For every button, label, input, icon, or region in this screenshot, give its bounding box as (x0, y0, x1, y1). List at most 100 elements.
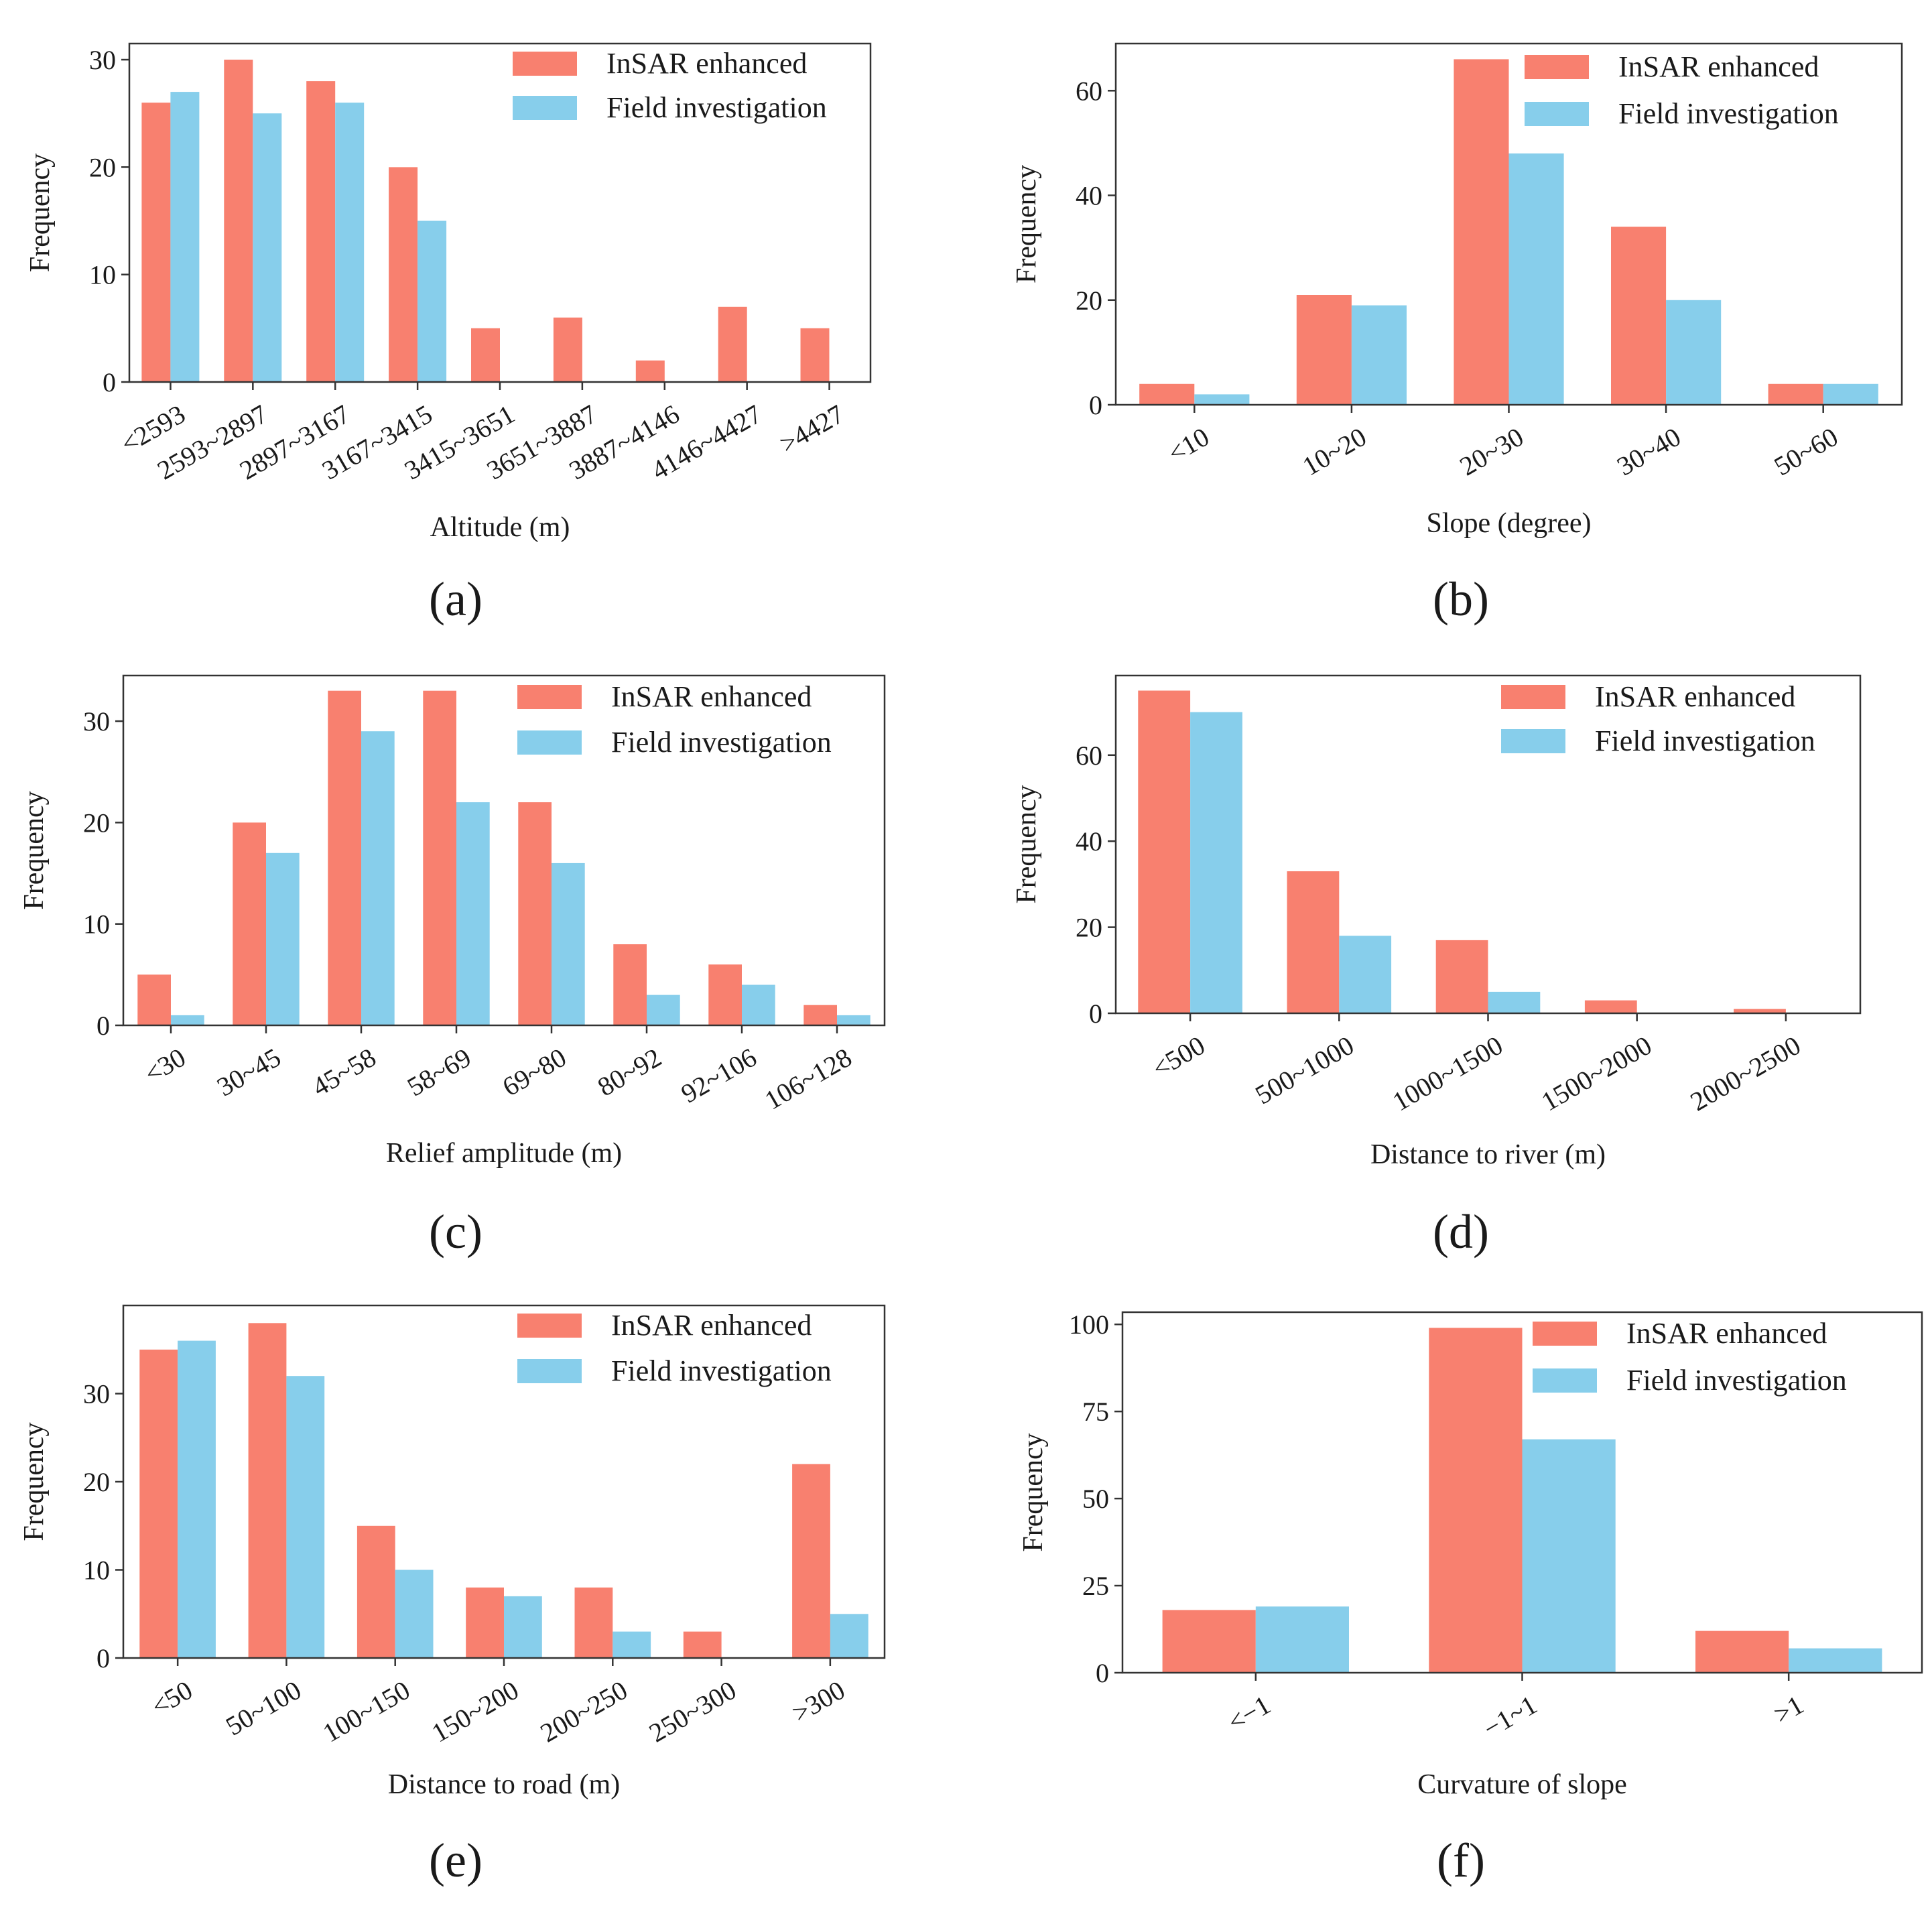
bar-field-0 (171, 1015, 204, 1025)
bar-insar-4 (518, 802, 552, 1025)
y-tick-label: 100 (1069, 1310, 1109, 1340)
y-tick-label: 0 (103, 367, 116, 397)
y-axis-title: Frequency (1011, 785, 1042, 903)
chart-c: 0 10 20 30 <30 30~45 45~58 58~69 69~80 80~92 92~10… (19, 674, 886, 1259)
x-tick-label: 150~200 (426, 1675, 523, 1748)
bar-field-0 (170, 92, 200, 382)
bar-insar-4 (574, 1587, 613, 1658)
x-tick-label: <−1 (1222, 1689, 1275, 1738)
legend-swatch-field (1533, 1368, 1597, 1393)
bar-field-5 (647, 995, 680, 1025)
bar-insar-1 (1287, 871, 1340, 1013)
x-tick-label: 50~100 (220, 1675, 306, 1742)
bar-field-6 (742, 984, 775, 1025)
y-tick-label: 20 (89, 152, 116, 182)
legend-label-insar: InSAR enhanced (1618, 50, 1819, 83)
panel-label: (c) (429, 1205, 482, 1259)
y-tick-label: 0 (1089, 390, 1102, 420)
x-tick-label: 250~300 (644, 1675, 741, 1748)
chart-f: 0 25 50 75 100 <−1 −1~1 >1 Curvature of slope Fre… (1018, 1310, 1923, 1887)
bar-insar-1 (248, 1323, 287, 1658)
x-tick-label: <50 (146, 1675, 198, 1722)
x-tick-label: 50~60 (1769, 422, 1844, 482)
y-tick-label: 30 (89, 45, 116, 75)
bar-field-2 (395, 1570, 434, 1658)
legend-label-field: Field investigation (1618, 97, 1839, 130)
y-tick-label: 20 (83, 808, 110, 838)
bar-insar-3 (466, 1587, 504, 1658)
x-tick-label: >1 (1768, 1689, 1808, 1730)
bar-field-1 (286, 1376, 325, 1658)
bar-insar-2 (1695, 1631, 1789, 1673)
legend-swatch-field (517, 730, 582, 755)
bar-insar-4 (1734, 1009, 1786, 1013)
y-tick-label: 10 (83, 1555, 110, 1586)
x-tick-label: 30~45 (212, 1042, 286, 1102)
legend-label-insar: InSAR enhanced (1595, 680, 1795, 713)
bar-field-3 (456, 802, 490, 1025)
x-tick-label: 1000~1500 (1387, 1030, 1508, 1117)
bar-field-1 (1339, 936, 1392, 1013)
legend-label-insar: InSAR enhanced (611, 1309, 812, 1342)
bar-field-4 (552, 863, 585, 1025)
legend-swatch-insar (517, 685, 582, 709)
panel-label: (f) (1437, 1834, 1485, 1887)
chart-e: 0 10 20 30 <50 50~100 100~150 150~200 200~250 250… (19, 1304, 886, 1887)
bar-insar-1 (224, 60, 253, 382)
bar-insar-5 (613, 944, 647, 1025)
legend-swatch-field (517, 1359, 582, 1383)
y-tick-label: 40 (1076, 826, 1102, 856)
x-axis-title: Distance to road (m) (388, 1769, 620, 1800)
legend-label-field: Field investigation (611, 1354, 832, 1387)
y-axis-title: Frequency (25, 153, 56, 272)
y-tick-label: 20 (1076, 285, 1102, 316)
y-tick-label: 0 (96, 1011, 110, 1041)
bar-field-3 (1666, 300, 1722, 405)
bar-insar-1 (1296, 295, 1352, 405)
bar-insar-2 (306, 81, 336, 382)
y-tick-label: 0 (1089, 999, 1102, 1029)
x-axis-title: Curvature of slope (1417, 1769, 1627, 1800)
x-tick-label: 69~80 (497, 1042, 572, 1102)
y-tick-label: 10 (83, 909, 110, 940)
bar-insar-2 (357, 1525, 395, 1659)
legend-label-field: Field investigation (1595, 724, 1815, 757)
bar-insar-1 (233, 822, 266, 1025)
legend-label-field: Field investigation (1626, 1364, 1847, 1397)
bar-field-6 (830, 1614, 868, 1659)
legend-swatch-insar (517, 1314, 582, 1338)
legend-swatch-field (1525, 102, 1589, 126)
legend-label-insar: InSAR enhanced (606, 47, 807, 80)
bar-field-0 (1255, 1606, 1349, 1673)
legend-swatch-insar (1525, 55, 1589, 79)
panel-label: (a) (429, 572, 482, 626)
legend-label-insar: InSAR enhanced (1626, 1317, 1827, 1350)
bar-insar-1 (1429, 1328, 1523, 1673)
bar-insar-6 (635, 360, 665, 382)
x-tick-label: 45~58 (307, 1042, 381, 1102)
bar-field-1 (1522, 1439, 1616, 1673)
bar-field-2 (1789, 1648, 1882, 1673)
bar-insar-7 (718, 306, 747, 382)
legend-swatch-insar (1533, 1322, 1597, 1346)
x-tick-label: 500~1000 (1250, 1030, 1358, 1110)
bar-field-3 (504, 1596, 542, 1658)
x-axis-title: Slope (degree) (1426, 508, 1591, 539)
bar-insar-3 (389, 167, 418, 382)
bar-field-0 (1194, 394, 1250, 405)
y-tick-label: 30 (83, 1379, 110, 1409)
x-tick-label: <10 (1163, 422, 1214, 468)
legend-label-insar: InSAR enhanced (611, 680, 812, 713)
x-tick-label: 106~128 (759, 1042, 856, 1116)
x-tick-label: >4427 (775, 399, 849, 459)
bar-insar-4 (1768, 383, 1823, 405)
y-tick-label: 40 (1076, 181, 1102, 211)
y-tick-label: 60 (1076, 76, 1102, 106)
legend-swatch-insar (1501, 685, 1565, 709)
bar-insar-6 (708, 964, 742, 1025)
y-tick-label: 0 (96, 1643, 110, 1673)
bar-field-1 (1351, 305, 1407, 405)
x-axis-title: Altitude (m) (430, 512, 570, 543)
x-tick-label: 20~30 (1454, 422, 1529, 482)
